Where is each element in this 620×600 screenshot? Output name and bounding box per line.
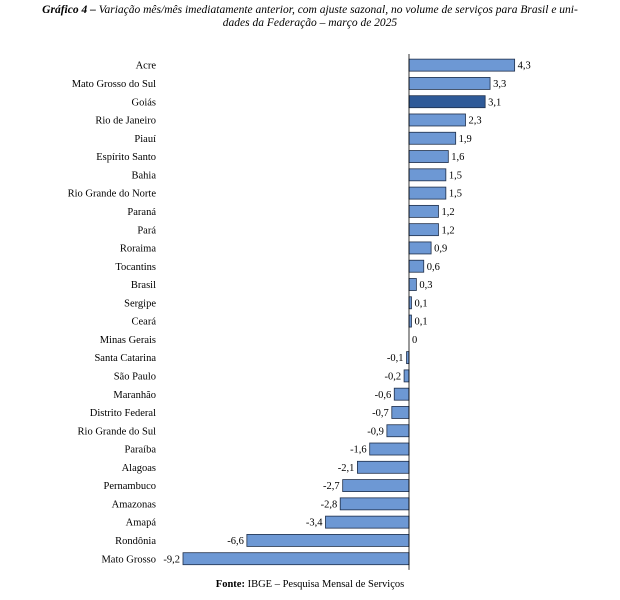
value-label-goias: 3,1	[488, 97, 501, 108]
bar-paraiba	[369, 442, 410, 456]
bar-rio-grande-do-norte	[408, 186, 447, 200]
source-text: IBGE – Pesquisa Mensal de Serviços	[247, 579, 405, 590]
chart-source: Fonte: IBGE – Pesquisa Mensal de Serviço…	[0, 579, 620, 590]
value-label-rio-grande-do-norte: 1,5	[449, 189, 462, 200]
value-label-pernambuco: -2,7	[323, 481, 340, 492]
category-label-mato-grosso-do-sul: Mato Grosso do Sul	[72, 79, 156, 90]
category-label-brasil: Brasil	[131, 280, 156, 291]
category-label-goias: Goiás	[132, 97, 157, 108]
chart-title-line-1: Gráfico 4 – Variação mês/mês imediatamen…	[0, 4, 620, 17]
category-label-pernambuco: Pernambuco	[104, 481, 157, 492]
bar-acre	[408, 58, 516, 72]
bar-para	[408, 223, 439, 237]
bar-rio-de-janeiro	[408, 113, 466, 127]
value-label-santa-catarina: -0,1	[387, 353, 404, 364]
bar-distrito-federal	[391, 406, 410, 419]
value-label-minas-gerais: 0	[412, 335, 417, 346]
bar-mato-grosso	[182, 552, 410, 566]
category-label-bahia: Bahia	[132, 170, 157, 181]
category-label-rio-de-janeiro: Rio de Janeiro	[95, 116, 156, 127]
source-label: Fonte:	[215, 579, 245, 590]
value-label-bahia: 1,5	[449, 170, 462, 181]
category-label-parana: Paraná	[127, 207, 156, 218]
category-label-paraiba: Paraíba	[125, 445, 157, 456]
bar-sao-paulo	[403, 369, 410, 383]
category-label-minas-gerais: Minas Gerais	[100, 335, 156, 346]
value-label-tocantins: 0,6	[427, 262, 440, 273]
bar-brasil	[408, 278, 417, 291]
bar-pernambuco	[342, 479, 410, 492]
bar-alagoas	[357, 460, 410, 474]
category-label-amapa: Amapá	[126, 518, 157, 529]
category-label-tocantins: Tocantins	[115, 262, 156, 273]
category-label-rio-grande-do-sul: Rio Grande do Sul	[78, 426, 157, 437]
category-label-para: Pará	[137, 225, 156, 236]
value-label-parana: 1,2	[441, 207, 454, 218]
category-label-sergipe: Sergipe	[124, 298, 156, 309]
category-label-rondonia: Rondônia	[115, 536, 156, 547]
value-label-alagoas: -2,1	[338, 463, 355, 474]
chart-title-text-1: Variação mês/mês imediatamente anterior,…	[98, 4, 578, 16]
value-label-brasil: 0,3	[419, 280, 432, 291]
bar-maranhao	[393, 387, 410, 401]
value-label-sergipe: 0,1	[414, 298, 427, 309]
value-label-mato-grosso: -9,2	[163, 554, 180, 565]
category-label-sao-paulo: São Paulo	[114, 372, 156, 383]
value-label-sao-paulo: -0,2	[384, 372, 401, 383]
value-label-amapa: -3,4	[306, 518, 323, 529]
bar-mato-grosso-do-sul	[408, 77, 491, 90]
value-label-piaui: 1,9	[459, 134, 472, 145]
category-label-alagoas: Alagoas	[122, 463, 156, 474]
chart-title-line-2: dades da Federação – março de 2025	[222, 17, 398, 29]
chart-title-label: Gráfico 4 –	[42, 4, 96, 16]
bar-bahia	[408, 168, 447, 182]
category-label-mato-grosso: Mato Grosso	[101, 554, 156, 565]
value-label-rio-grande-do-sul: -0,9	[367, 426, 384, 437]
chart-title: Gráfico 4 – Variação mês/mês imediatamen…	[0, 4, 620, 30]
bar-espirito-santo	[408, 150, 449, 163]
category-label-roraima: Roraima	[120, 244, 156, 255]
value-label-amazonas: -2,8	[321, 499, 338, 510]
bar-parana	[408, 204, 439, 218]
bar-rio-grande-do-sul	[386, 424, 410, 438]
category-label-amazonas: Amazonas	[112, 499, 156, 510]
value-label-roraima: 0,9	[434, 244, 447, 255]
bar-roraima	[408, 241, 432, 255]
category-label-ceara: Ceará	[132, 317, 157, 328]
value-label-espirito-santo: 1,6	[451, 152, 464, 163]
value-label-mato-grosso-do-sul: 3,3	[493, 79, 506, 90]
value-label-maranhao: -0,6	[375, 390, 392, 401]
value-label-paraiba: -1,6	[350, 445, 367, 456]
value-label-ceara: 0,1	[414, 317, 427, 328]
bar-amazonas	[339, 497, 410, 511]
bar-goias	[408, 95, 486, 109]
bar-amapa	[325, 515, 410, 529]
category-label-acre: Acre	[136, 61, 157, 72]
category-label-santa-catarina: Santa Catarina	[94, 353, 156, 364]
category-label-espirito-santo: Espírito Santo	[96, 152, 156, 163]
category-label-distrito-federal: Distrito Federal	[90, 408, 156, 419]
value-label-para: 1,2	[441, 225, 454, 236]
value-label-distrito-federal: -0,7	[372, 408, 389, 419]
category-label-piaui: Piauí	[134, 134, 156, 145]
bar-tocantins	[408, 259, 425, 273]
bar-chart: Acre 4,3 Mato Grosso do Sul 3,3 Goiás 3,1 Rio …	[68, 54, 531, 570]
chart-area: Acre 4,3 Mato Grosso do Sul 3,3 Goiás 3,1 Rio …	[0, 46, 620, 576]
category-label-rio-grande-do-norte: Rio Grande do Norte	[68, 189, 157, 200]
bar-piaui	[408, 131, 457, 145]
bar-rondonia	[246, 534, 410, 547]
value-label-acre: 4,3	[518, 61, 531, 72]
category-label-maranhao: Maranhão	[113, 390, 156, 401]
value-label-rondonia: -6,6	[227, 536, 244, 547]
value-label-rio-de-janeiro: 2,3	[469, 116, 482, 127]
